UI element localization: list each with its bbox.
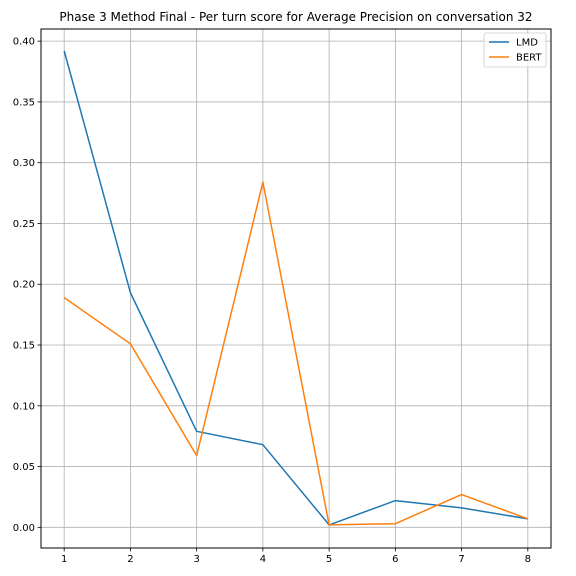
x-tick-label: 3 bbox=[193, 554, 199, 565]
plot-area-frame bbox=[40, 28, 552, 549]
y-tick-label: 0.00 bbox=[13, 523, 35, 534]
series-line-bert bbox=[63, 181, 529, 526]
y-axis-ticks: 0.00 0.05 0.10 0.15 0.20 0.25 0.30 0.35 0.40 bbox=[13, 37, 41, 534]
y-tick-label: 0.40 bbox=[13, 37, 35, 48]
y-tick-label: 0.15 bbox=[13, 341, 35, 352]
x-tick-label: 6 bbox=[392, 554, 398, 565]
series-line-lmd bbox=[63, 50, 528, 526]
x-tick-label: 8 bbox=[525, 554, 531, 565]
y-tick-label: 0.25 bbox=[13, 219, 35, 230]
legend-label-bert: BERT bbox=[516, 53, 542, 64]
x-axis-ticks: 1 2 3 4 5 6 7 8 bbox=[61, 548, 531, 565]
x-tick-label: 2 bbox=[127, 554, 133, 565]
legend: LMD BERT bbox=[483, 32, 547, 68]
y-tick-label: 0.10 bbox=[13, 401, 35, 412]
x-tick-label: 4 bbox=[260, 554, 266, 565]
x-tick-label: 5 bbox=[326, 554, 332, 565]
x-tick-label: 1 bbox=[61, 554, 67, 565]
chart-title: Phase 3 Method Final - Per turn score fo… bbox=[59, 10, 532, 24]
y-tick-label: 0.05 bbox=[13, 462, 35, 473]
legend-label-lmd: LMD bbox=[516, 38, 538, 49]
grid-lines bbox=[41, 29, 551, 548]
x-tick-label: 7 bbox=[458, 554, 464, 565]
series-lines bbox=[63, 50, 529, 526]
y-tick-label: 0.35 bbox=[13, 97, 35, 108]
y-tick-label: 0.20 bbox=[13, 280, 35, 291]
y-tick-label: 0.30 bbox=[13, 158, 35, 169]
